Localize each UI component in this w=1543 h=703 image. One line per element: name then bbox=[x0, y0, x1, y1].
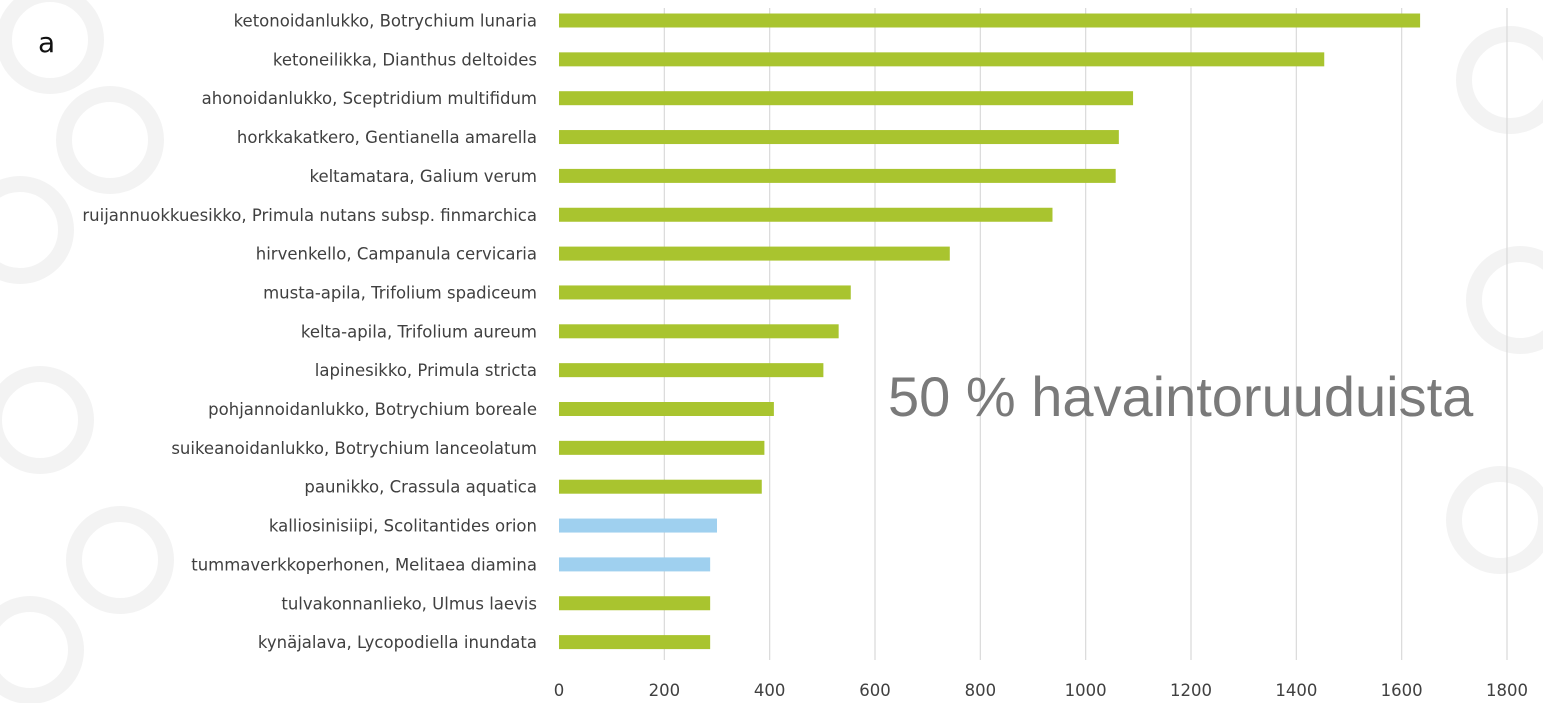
category-label: tummaverkkoperhonen, Melitaea diamina bbox=[191, 555, 537, 574]
category-labels: ketonoidanlukko, Botrychium lunaria keton… bbox=[82, 12, 537, 653]
bar bbox=[559, 207, 1053, 222]
bar bbox=[559, 557, 711, 572]
bar bbox=[559, 13, 1421, 28]
category-label: pohjannoidanlukko, Botrychium boreale bbox=[208, 400, 537, 419]
decorative-ring bbox=[0, 366, 94, 474]
category-label: musta-apila, Trifolium spadiceum bbox=[263, 283, 537, 302]
bar bbox=[559, 635, 711, 650]
annotation-text: 50 % havaintoruuduista bbox=[888, 365, 1474, 428]
category-label: tulvakonnanlieko, Ulmus laevis bbox=[281, 594, 537, 613]
category-label: kalliosinisiipi, Scolitantides orion bbox=[269, 517, 537, 536]
bar bbox=[559, 479, 762, 494]
bar bbox=[559, 402, 774, 416]
x-tick-label: 200 bbox=[649, 681, 681, 700]
category-label: suikeanoidanlukko, Botrychium lanceolatu… bbox=[171, 439, 537, 458]
x-tick-label: 1600 bbox=[1381, 681, 1423, 700]
bars bbox=[559, 13, 1421, 650]
bar bbox=[559, 246, 950, 261]
x-tick-label: 0 bbox=[554, 681, 565, 700]
category-label: ruijannuokkuesikko, Primula nutans subsp… bbox=[82, 206, 537, 225]
decorative-ring bbox=[1456, 26, 1543, 134]
decorative-ring bbox=[66, 506, 174, 614]
bar bbox=[559, 324, 839, 339]
bar bbox=[559, 168, 1116, 183]
category-label: kelta-apila, Trifolium aureum bbox=[301, 322, 537, 341]
decorative-ring bbox=[1446, 466, 1543, 574]
decorative-ring bbox=[0, 0, 104, 94]
bar bbox=[559, 440, 765, 455]
x-tick-label: 400 bbox=[754, 681, 786, 700]
bar bbox=[559, 91, 1134, 106]
category-label: kynäjalava, Lycopodiella inundata bbox=[258, 633, 537, 652]
bar bbox=[559, 596, 711, 611]
category-label: ketoneilikka, Dianthus deltoides bbox=[273, 50, 537, 69]
bar bbox=[559, 285, 851, 300]
category-label: lapinesikko, Primula stricta bbox=[315, 361, 537, 380]
bar bbox=[559, 518, 717, 533]
x-tick-label: 1400 bbox=[1275, 681, 1317, 700]
category-label: ketonoidanlukko, Botrychium lunaria bbox=[234, 12, 537, 31]
bar bbox=[559, 363, 824, 378]
x-tick-label: 1200 bbox=[1170, 681, 1212, 700]
x-tick-label: 800 bbox=[965, 681, 997, 700]
x-tick-label: 600 bbox=[859, 681, 891, 700]
category-label: paunikko, Crassula aquatica bbox=[304, 478, 537, 497]
bar bbox=[559, 52, 1325, 67]
panel-label: a bbox=[38, 26, 55, 59]
category-label: horkkakatkero, Gentianella amarella bbox=[237, 128, 537, 147]
x-tick-label: 1000 bbox=[1065, 681, 1107, 700]
decorative-ring bbox=[1466, 246, 1543, 354]
category-label: keltamatara, Galium verum bbox=[309, 167, 537, 186]
x-tick-label: 1800 bbox=[1486, 681, 1528, 700]
decorative-ring bbox=[0, 596, 84, 703]
category-label: ahonoidanlukko, Sceptridium multifidum bbox=[202, 89, 537, 108]
bar bbox=[559, 130, 1119, 145]
decorative-ring bbox=[0, 176, 74, 284]
x-axis-tick-labels: 0 200 400 600 800 1000 1200 1400 1600 1800 bbox=[554, 681, 1528, 700]
decorative-ring bbox=[56, 86, 164, 194]
category-label: hirvenkello, Campanula cervicaria bbox=[256, 245, 537, 264]
